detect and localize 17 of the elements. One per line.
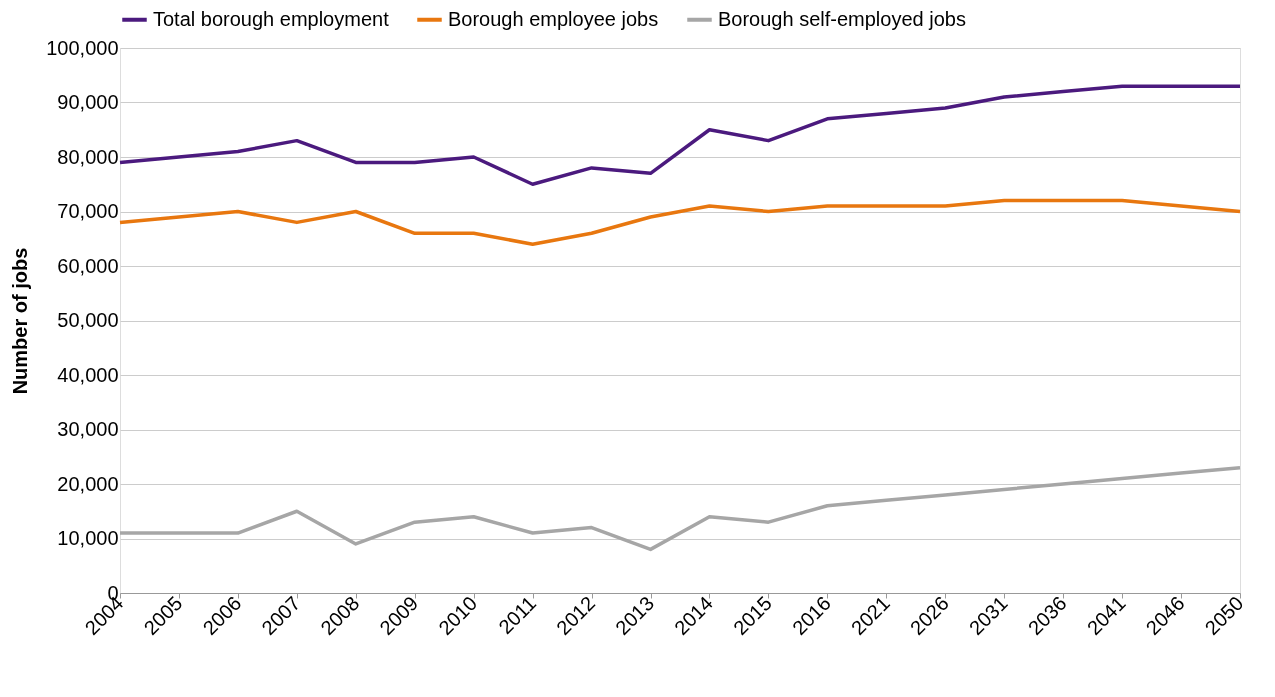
legend-label: Total borough employment	[153, 7, 390, 30]
line-series	[118, 84, 1242, 186]
y-tick-label: 80,000	[57, 145, 119, 168]
y-tick-label: 70,000	[57, 200, 119, 222]
y-tick-label: 60,000	[57, 254, 119, 277]
y-tick-label: 90,000	[57, 91, 119, 113]
legend-label: Borough self-employed jobs	[718, 7, 966, 30]
y-tick-label: 20,000	[57, 472, 119, 495]
line-series	[118, 198, 1242, 246]
line-series	[118, 465, 1242, 552]
y-tick-label: 100,000	[46, 36, 119, 59]
y-axis-title: Number of jobs	[9, 247, 32, 395]
y-tick-label: 50,000	[57, 309, 119, 331]
legend-label: Borough employee jobs	[448, 7, 659, 30]
y-tick-label: 40,000	[57, 363, 119, 386]
y-tick-label: 10,000	[57, 527, 119, 549]
y-tick-label: 30,000	[57, 418, 119, 440]
